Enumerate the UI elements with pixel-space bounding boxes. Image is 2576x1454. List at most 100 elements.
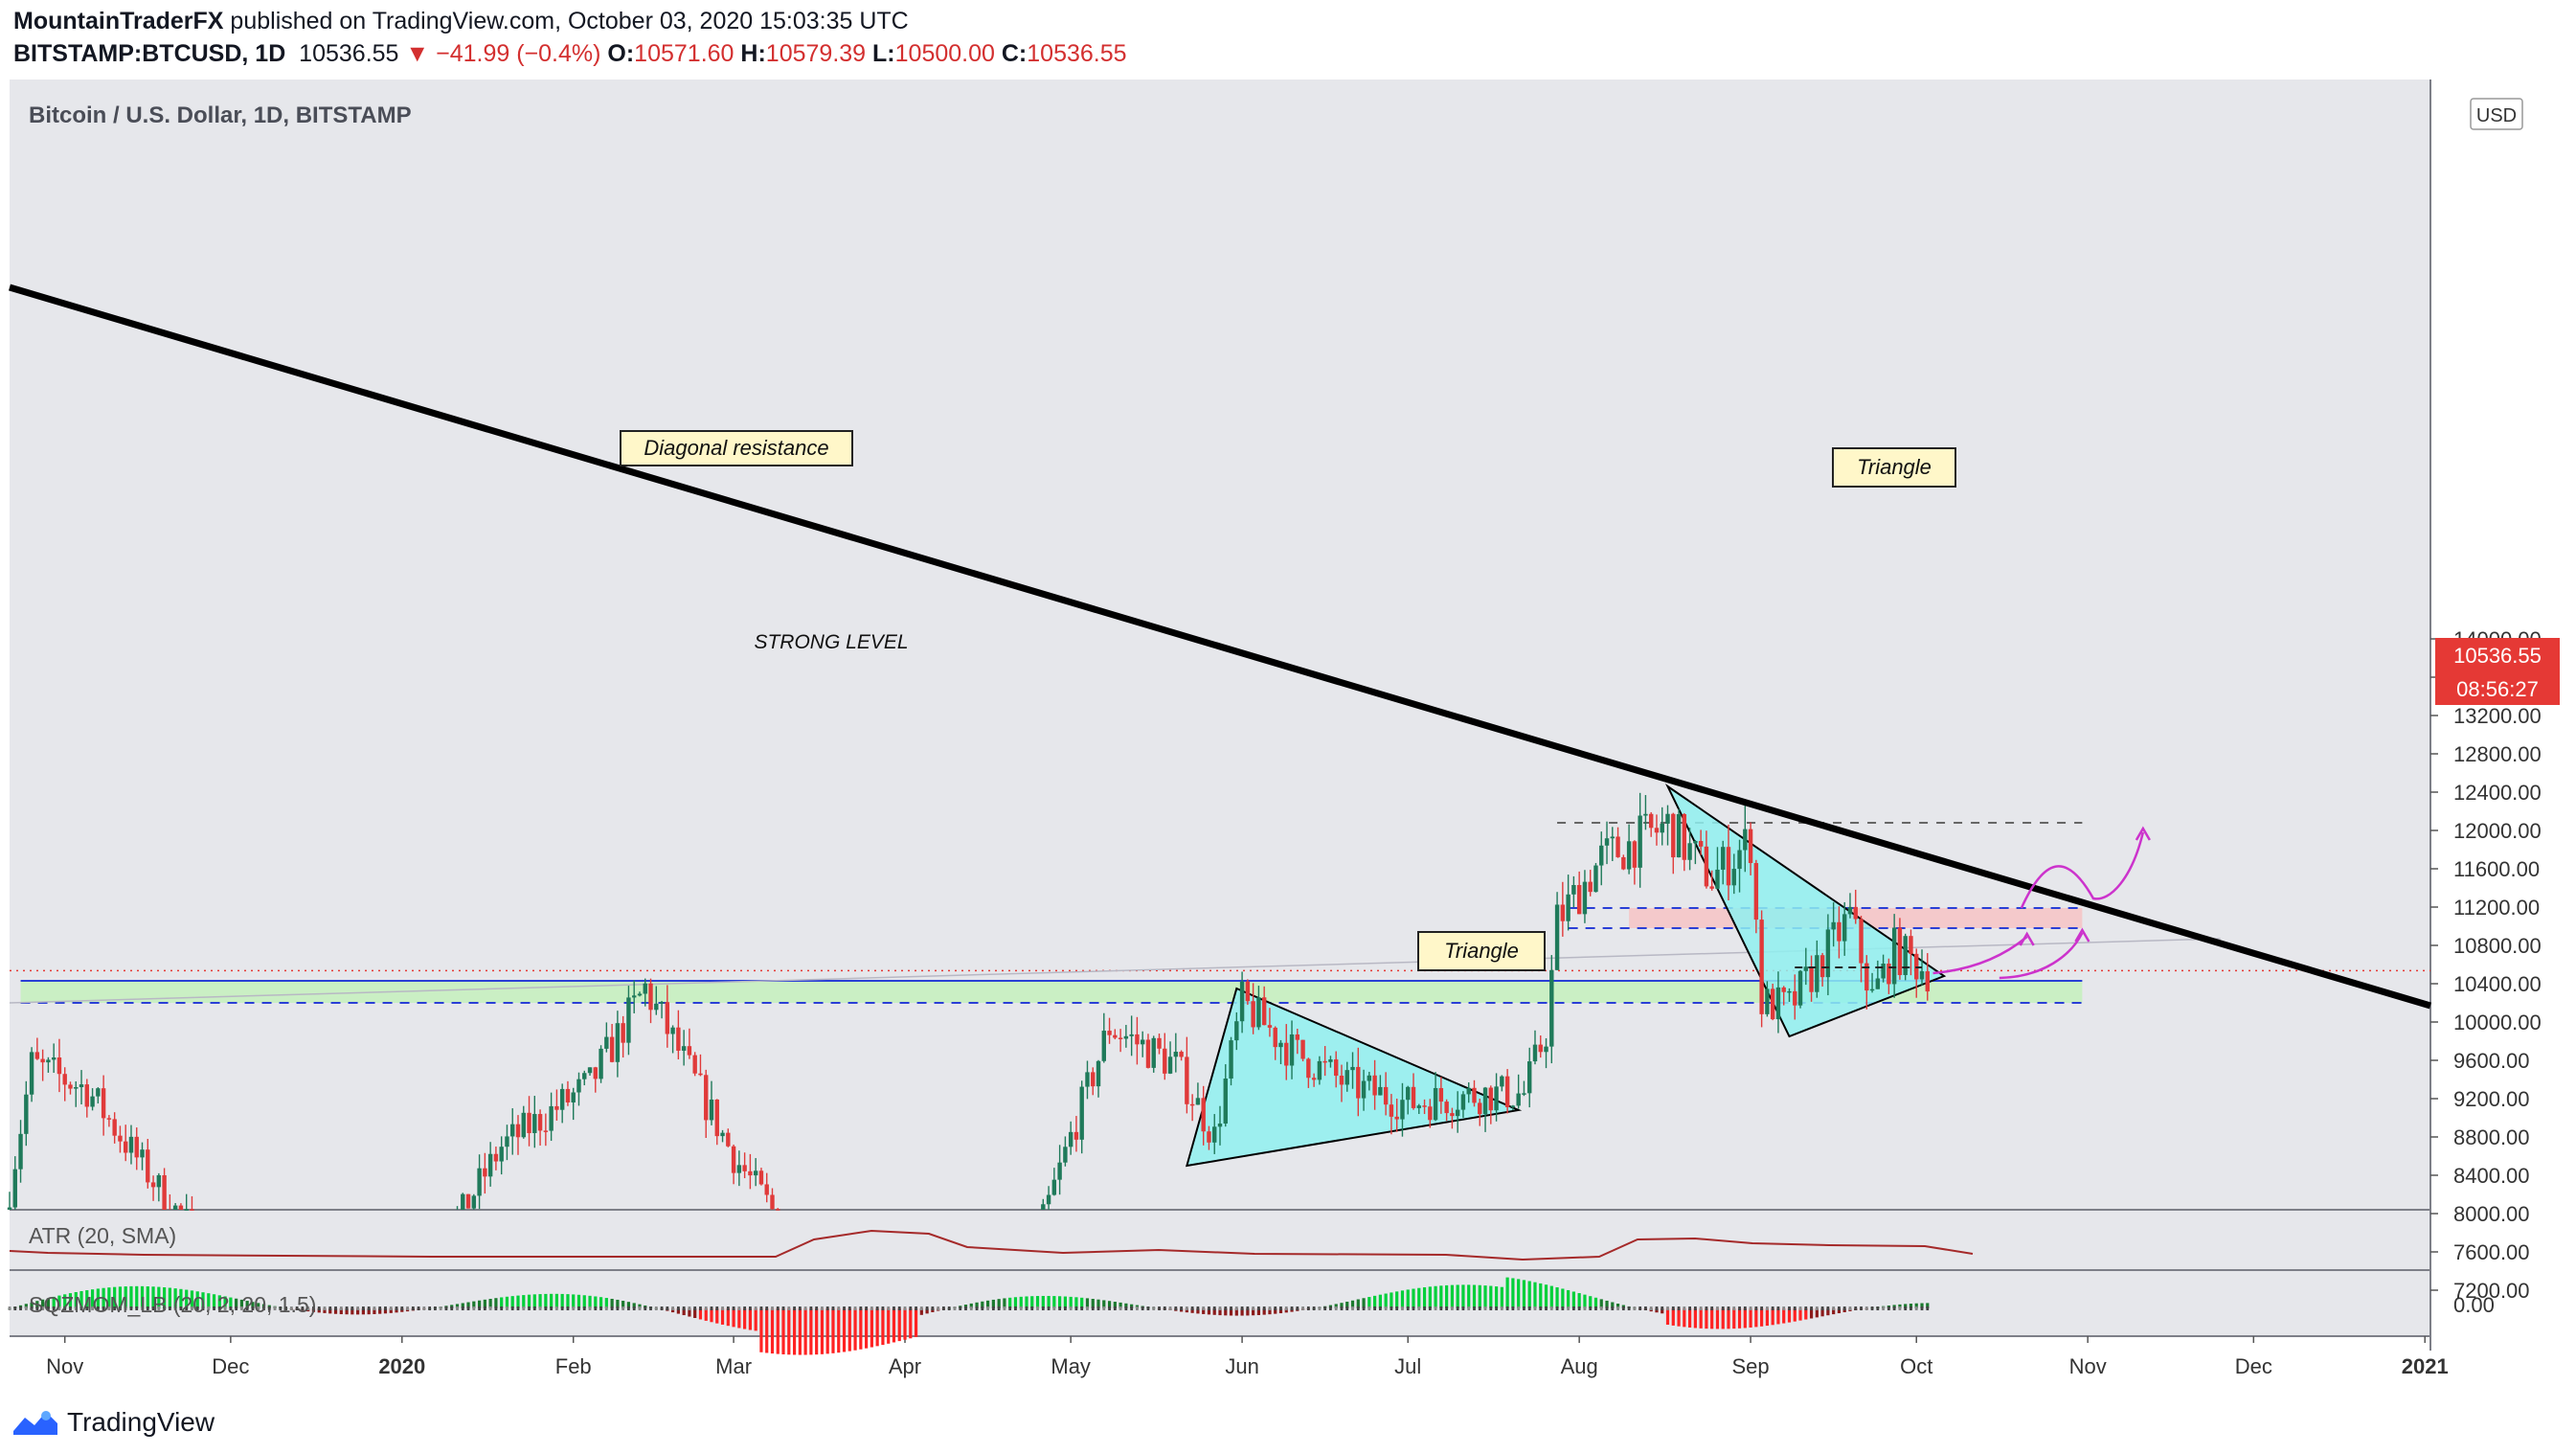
candle-body bbox=[1831, 921, 1836, 930]
sqz-dot bbox=[483, 1306, 486, 1310]
candle-body bbox=[1582, 881, 1588, 915]
sqz-bar bbox=[1096, 1299, 1100, 1308]
sqz-dot bbox=[400, 1306, 404, 1310]
candle-body bbox=[1488, 1087, 1494, 1111]
y-tick-label: 9600.00 bbox=[2453, 1049, 2530, 1073]
sqz-dot bbox=[1489, 1306, 1493, 1310]
sqz-dot bbox=[749, 1306, 752, 1310]
candle-body bbox=[1167, 1056, 1173, 1074]
sqz-bar bbox=[754, 1308, 757, 1331]
candle-body bbox=[742, 1165, 747, 1171]
candle-body bbox=[112, 1119, 117, 1136]
countdown-tag[interactable]: 08:56:27 bbox=[2435, 672, 2560, 705]
sqz-dot bbox=[1323, 1306, 1327, 1310]
sqz-bar bbox=[1798, 1308, 1802, 1321]
sqz-dot bbox=[1008, 1306, 1012, 1310]
candle-body bbox=[1229, 1040, 1233, 1079]
price-tag[interactable]: 10536.55 bbox=[2435, 638, 2560, 672]
sqz-dot bbox=[743, 1306, 747, 1310]
atr-pane[interactable] bbox=[9, 1229, 1974, 1261]
candle-body bbox=[593, 1067, 598, 1079]
triangle-label-right[interactable]: Triangle bbox=[1832, 447, 1956, 488]
atr-label: ATR (20, SMA) bbox=[29, 1223, 176, 1248]
sqz-bar bbox=[743, 1308, 747, 1329]
sqz-bar bbox=[1262, 1308, 1266, 1315]
sqz-dot bbox=[339, 1306, 343, 1310]
sqz-dot bbox=[301, 1306, 305, 1310]
candle-body bbox=[1107, 1031, 1112, 1035]
sqz-dot bbox=[1743, 1306, 1747, 1310]
sqz-bar bbox=[1422, 1286, 1427, 1308]
candle-body bbox=[1671, 813, 1676, 858]
sqz-dot bbox=[1102, 1306, 1106, 1310]
candle-body bbox=[709, 1099, 714, 1121]
sqz-dot bbox=[1710, 1306, 1714, 1310]
tradingview-logo[interactable]: TradingView bbox=[11, 1407, 215, 1438]
sqz-bar bbox=[1229, 1308, 1233, 1316]
sqz-bar bbox=[1434, 1285, 1437, 1308]
sqz-dot bbox=[947, 1306, 951, 1310]
sqz-dot bbox=[494, 1306, 498, 1310]
x-axis-ticks: Nov Dec 2020 Feb Mar Apr May Jun Jul Aug Sep Oct Nov… bbox=[46, 1336, 2449, 1378]
candle-body bbox=[24, 1094, 29, 1134]
sqz-bar bbox=[532, 1294, 536, 1308]
sqz-bar bbox=[1605, 1300, 1609, 1308]
candle-body bbox=[1151, 1037, 1156, 1068]
sqz-bar bbox=[383, 1308, 388, 1314]
sqz-bar bbox=[1826, 1308, 1830, 1316]
candle-body bbox=[499, 1147, 504, 1162]
strong-level-label[interactable]: STRONG LEVEL bbox=[754, 631, 908, 653]
sqz-bar bbox=[837, 1308, 841, 1353]
candle-body bbox=[1737, 850, 1742, 870]
sqz-bar bbox=[1035, 1296, 1040, 1308]
triangle-box-left bbox=[1417, 931, 1546, 971]
author-name[interactable]: MountainTraderFX bbox=[13, 8, 224, 34]
sqz-dot bbox=[1234, 1306, 1238, 1310]
sqz-dot bbox=[1815, 1306, 1819, 1310]
sqz-dot bbox=[1738, 1306, 1741, 1310]
sqz-dot bbox=[666, 1306, 669, 1310]
sqz-dot bbox=[710, 1306, 713, 1310]
price-change: ▼ −41.99 (−0.4%) bbox=[405, 40, 601, 67]
sqz-dot bbox=[688, 1306, 691, 1310]
sqz-bar bbox=[572, 1294, 576, 1308]
sqz-bar bbox=[90, 1289, 95, 1308]
currency-badge[interactable]: USD bbox=[2470, 98, 2523, 130]
sqz-dot bbox=[1926, 1306, 1930, 1310]
sqz-bar bbox=[328, 1308, 332, 1314]
sqz-dot bbox=[113, 1306, 117, 1310]
sqz-pane[interactable] bbox=[8, 1277, 1930, 1355]
candle-body bbox=[134, 1136, 139, 1158]
candle-body bbox=[1787, 990, 1792, 993]
sqz-bar bbox=[1593, 1297, 1598, 1308]
candle-body bbox=[726, 1132, 731, 1147]
high-value: 10579.39 bbox=[765, 40, 867, 67]
sqz-bar bbox=[550, 1293, 554, 1308]
sqz-bar bbox=[1832, 1308, 1836, 1315]
candle-body bbox=[96, 1088, 101, 1097]
sqz-dot bbox=[1882, 1306, 1886, 1310]
sqz-bar bbox=[455, 1304, 460, 1308]
sqz-dot bbox=[825, 1306, 829, 1310]
sqz-dot bbox=[1776, 1306, 1780, 1310]
sqz-dot bbox=[1655, 1306, 1659, 1310]
price-axis[interactable] bbox=[2430, 80, 2576, 1336]
sqz-dot bbox=[257, 1306, 260, 1310]
chart-canvas[interactable]: Diagonal resistance STRONG LEVEL Triangl… bbox=[0, 77, 2576, 1394]
sqz-bar bbox=[1687, 1308, 1692, 1328]
sqz-bar bbox=[1378, 1294, 1382, 1308]
sqz-bar bbox=[124, 1286, 127, 1308]
sqz-bar bbox=[1074, 1297, 1078, 1308]
triangle-label-left[interactable]: Triangle bbox=[1417, 931, 1546, 971]
candle-body bbox=[1239, 981, 1245, 1022]
sqz-dot bbox=[522, 1306, 526, 1310]
candle-body bbox=[1660, 823, 1664, 833]
diagonal-resistance-label[interactable]: Diagonal resistance bbox=[620, 430, 853, 466]
sqz-dot bbox=[1395, 1306, 1399, 1310]
candle-body bbox=[1460, 1094, 1466, 1110]
sqz-bar bbox=[914, 1308, 918, 1337]
sqz-bar bbox=[173, 1288, 177, 1308]
sqz-bar bbox=[1274, 1308, 1277, 1314]
price-tag-box bbox=[2435, 638, 2560, 672]
sqz-bar bbox=[1776, 1308, 1780, 1325]
